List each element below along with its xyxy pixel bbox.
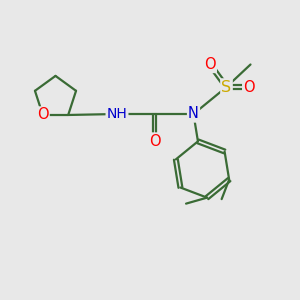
Text: O: O <box>37 107 49 122</box>
Text: N: N <box>188 106 199 122</box>
Text: O: O <box>243 80 255 94</box>
Text: S: S <box>221 80 232 94</box>
Text: O: O <box>149 134 160 148</box>
Text: NH: NH <box>106 107 128 121</box>
Text: O: O <box>204 57 216 72</box>
